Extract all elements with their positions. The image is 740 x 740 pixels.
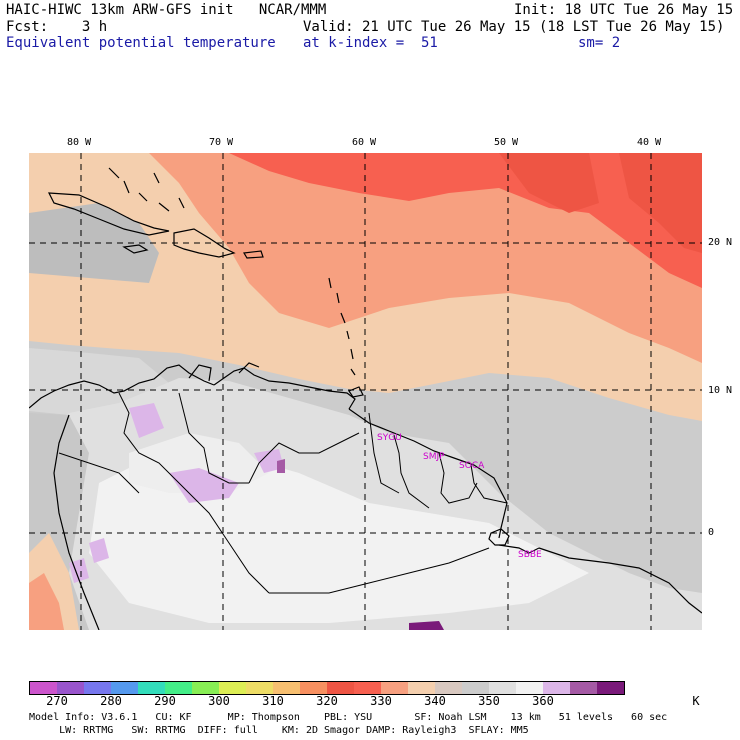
station-soca-label: SOCA bbox=[459, 461, 485, 471]
colorbar-swatch bbox=[570, 682, 597, 694]
longitude-label-70w: 70 W bbox=[209, 137, 234, 148]
colorbar-swatch bbox=[165, 682, 192, 694]
colorbar-unit: K bbox=[692, 694, 700, 708]
colorbar-tick-label: 280 bbox=[100, 694, 122, 708]
colorbar-swatch bbox=[462, 682, 489, 694]
field-name: Equivalent potential temperature bbox=[6, 35, 276, 51]
model-info-line1: Model Info: V3.6.1 CU: KF MP: Thompson P… bbox=[29, 712, 668, 723]
map-panel: SYGU SMJP SOCA SBBE bbox=[29, 153, 702, 630]
latitude-label-20n: 20 N bbox=[708, 237, 733, 248]
colorbar-swatch bbox=[219, 682, 246, 694]
colorbar-swatch bbox=[111, 682, 138, 694]
valid-time: Valid: 21 UTC Tue 26 May 15 (18 LST Tue … bbox=[303, 19, 725, 35]
colorbar-tick-label: 300 bbox=[208, 694, 230, 708]
longitude-label-60w: 60 W bbox=[352, 137, 377, 148]
colorbar-tick-label: 270 bbox=[46, 694, 68, 708]
station-sbbe-label: SBBE bbox=[518, 550, 542, 560]
colorbar-tick-label: 340 bbox=[424, 694, 446, 708]
colorbar-swatch bbox=[327, 682, 354, 694]
forecast-hour: Fcst: 3 h bbox=[6, 19, 108, 35]
colorbar-tick-label: 350 bbox=[478, 694, 500, 708]
colorbar-swatch bbox=[408, 682, 435, 694]
model-title: HAIC-HIWC 13km ARW-GFS init NCAR/MMM bbox=[6, 2, 327, 18]
station-smjp-label: SMJP bbox=[423, 452, 445, 462]
colorbar-swatch bbox=[435, 682, 462, 694]
colorbar-swatch bbox=[30, 682, 57, 694]
colorbar-swatch bbox=[489, 682, 516, 694]
colorbar bbox=[29, 681, 625, 695]
colorbar-tick-label: 320 bbox=[316, 694, 338, 708]
colorbar-swatch bbox=[84, 682, 111, 694]
colorbar-swatch bbox=[516, 682, 543, 694]
colorbar-swatch bbox=[597, 682, 624, 694]
colorbar-tick-label: 290 bbox=[154, 694, 176, 708]
level-index: at k-index = 51 bbox=[303, 35, 438, 51]
colorbar-tick-label: 360 bbox=[532, 694, 554, 708]
colorbar-swatch bbox=[543, 682, 570, 694]
colorbar-swatch bbox=[381, 682, 408, 694]
latitude-label-equator: 0 bbox=[708, 527, 715, 538]
colorbar-swatch bbox=[246, 682, 273, 694]
colorbar-swatch bbox=[57, 682, 84, 694]
init-time: Init: 18 UTC Tue 26 May 15 bbox=[514, 2, 734, 18]
latitude-label-10n: 10 N bbox=[708, 385, 733, 396]
colorbar-tick-label: 310 bbox=[262, 694, 284, 708]
model-info-line2: LW: RRTMG SW: RRTMG DIFF: full KM: 2D Sm… bbox=[29, 725, 529, 736]
colorbar-swatch bbox=[300, 682, 327, 694]
smoothing-value: sm= 2 bbox=[578, 35, 621, 51]
station-sygu-label: SYGU bbox=[377, 433, 402, 443]
colorbar-swatch bbox=[138, 682, 165, 694]
colorbar-swatch bbox=[273, 682, 300, 694]
colorbar-tick-label: 330 bbox=[370, 694, 392, 708]
colorbar-swatch bbox=[354, 682, 381, 694]
longitude-label-50w: 50 W bbox=[494, 137, 519, 148]
colorbar-swatch bbox=[192, 682, 219, 694]
longitude-label-40w: 40 W bbox=[637, 137, 662, 148]
theta-e-field-map: SYGU SMJP SOCA SBBE bbox=[29, 153, 702, 630]
longitude-label-80w: 80 W bbox=[67, 137, 92, 148]
